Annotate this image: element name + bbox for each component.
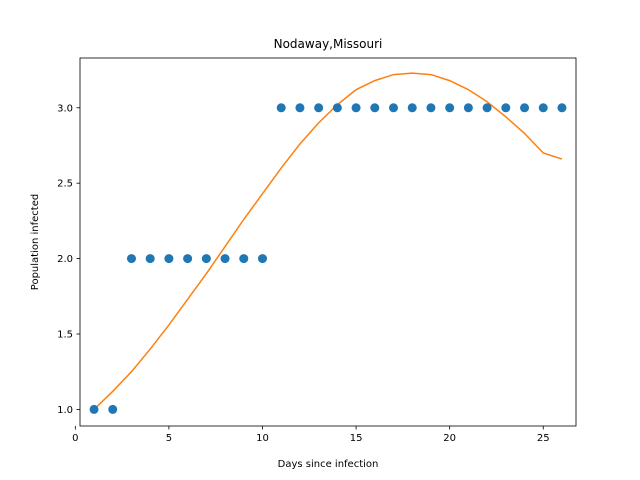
fit-line — [93, 72, 563, 410]
x-tick-label: 25 — [537, 433, 550, 444]
data-point — [201, 254, 211, 264]
data-point — [276, 103, 286, 113]
y-tick-label: 3.0 — [57, 103, 73, 114]
data-point — [239, 254, 249, 264]
x-tick-label: 0 — [72, 433, 78, 444]
y-tick-label: 1.5 — [57, 330, 73, 341]
data-point — [426, 103, 436, 113]
data-point — [389, 103, 399, 113]
data-point — [370, 103, 380, 113]
chart-title: Nodaway,Missouri — [274, 37, 383, 51]
data-point — [538, 103, 548, 113]
plot-frame — [79, 57, 577, 427]
data-point — [520, 103, 530, 113]
x-axis-title: Days since infection — [278, 459, 379, 470]
data-point — [407, 103, 417, 113]
x-tick-label: 20 — [443, 433, 456, 444]
data-point — [220, 254, 230, 264]
x-tick-label: 15 — [350, 433, 363, 444]
data-point — [445, 103, 455, 113]
x-tick-label: 5 — [166, 433, 172, 444]
data-point — [126, 254, 136, 264]
data-point — [295, 103, 305, 113]
y-tick-label: 2.0 — [57, 254, 73, 265]
data-point — [183, 254, 193, 264]
data-point — [351, 103, 361, 113]
data-point — [332, 103, 342, 113]
data-point — [482, 103, 492, 113]
y-tick-label: 2.5 — [57, 179, 73, 190]
x-tick-label: 10 — [256, 433, 269, 444]
data-point — [463, 103, 473, 113]
data-point — [314, 103, 324, 113]
y-axis-title: Population infected — [30, 194, 41, 290]
data-point — [108, 404, 118, 414]
data-point — [145, 254, 155, 264]
data-point — [257, 254, 267, 264]
data-point — [557, 103, 567, 113]
data-point — [89, 404, 99, 414]
y-tick-label: 1.0 — [57, 405, 73, 416]
plot-area: 0 5 10 15 20 25 1.0 1.5 2.0 2.5 3.0 — [57, 57, 577, 444]
data-point — [164, 254, 174, 264]
data-point — [501, 103, 511, 113]
